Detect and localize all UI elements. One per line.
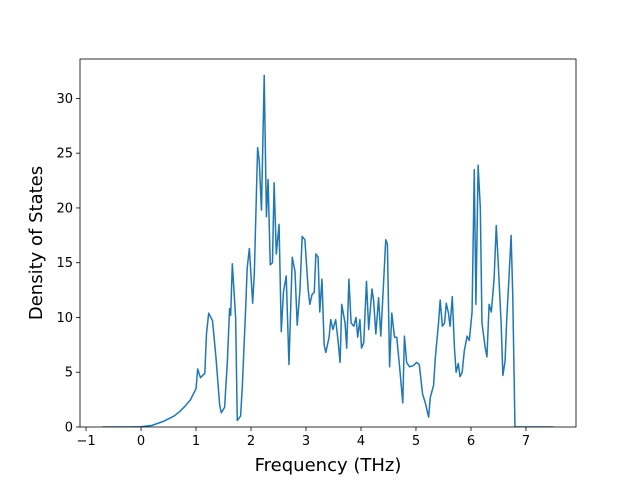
x-tick-label: 3 xyxy=(302,434,310,449)
x-tick-label: 0 xyxy=(137,434,145,449)
y-axis-label: Density of States xyxy=(26,166,47,320)
x-tick-label: −1 xyxy=(76,434,95,449)
y-tick-label: 30 xyxy=(56,92,73,107)
x-tick-label: 1 xyxy=(192,434,200,449)
y-tick-label: 10 xyxy=(56,311,73,326)
x-tick-label: 7 xyxy=(522,434,530,449)
y-tick-label: 0 xyxy=(65,421,73,436)
x-tick-label: 5 xyxy=(412,434,420,449)
data-line xyxy=(102,74,554,427)
x-axis-label: Frequency (THz) xyxy=(255,455,402,476)
y-tick-label: 20 xyxy=(56,201,73,216)
x-tick-label: 2 xyxy=(247,434,255,449)
y-tick-label: 25 xyxy=(56,147,73,162)
y-tick-label: 15 xyxy=(56,256,73,271)
y-tick-label: 5 xyxy=(65,366,73,381)
x-tick-label: 4 xyxy=(357,434,365,449)
plot-frame xyxy=(79,58,577,428)
x-tick-label: 6 xyxy=(467,434,475,449)
